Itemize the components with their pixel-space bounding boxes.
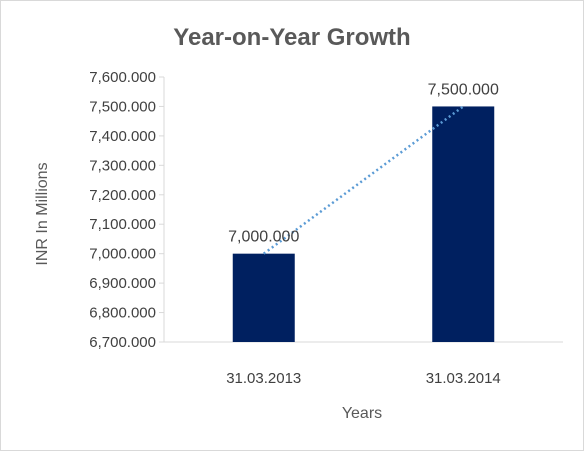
x-tick-label: 31.03.2013	[226, 370, 301, 387]
data-labels: 7,000.000 7,500.000	[228, 81, 499, 245]
data-label: 7,000.000	[228, 229, 299, 246]
bar	[432, 106, 495, 342]
y-tick-label: 7,000.000	[89, 246, 156, 263]
bar	[232, 253, 295, 342]
y-tick-label: 7,200.000	[89, 187, 156, 204]
y-tick-label: 7,100.000	[89, 216, 156, 233]
y-tick-label: 6,800.000	[89, 305, 156, 322]
bars	[232, 106, 495, 342]
y-tick-label: 6,700.000	[89, 334, 156, 351]
x-axis-ticks: 31.03.2013 31.03.2014	[226, 370, 501, 387]
x-axis-title: Years	[342, 405, 382, 422]
y-tick-label: 7,500.000	[89, 98, 156, 115]
chart-title: Year-on-Year Growth	[173, 24, 410, 51]
trendline	[263, 105, 464, 255]
trendline-group	[263, 105, 464, 255]
y-axis-ticks: 6,700.000 6,800.000 6,900.000 7,000.000 7,10…	[89, 69, 164, 351]
x-tick-label: 31.03.2014	[426, 370, 501, 387]
data-label: 7,500.000	[428, 81, 499, 98]
y-tick-label: 7,400.000	[89, 128, 156, 145]
y-tick-label: 7,300.000	[89, 157, 156, 174]
y-axis-title: INR In Millions	[34, 162, 51, 265]
y-tick-label: 7,600.000	[89, 69, 156, 86]
y-tick-label: 6,900.000	[89, 275, 156, 292]
